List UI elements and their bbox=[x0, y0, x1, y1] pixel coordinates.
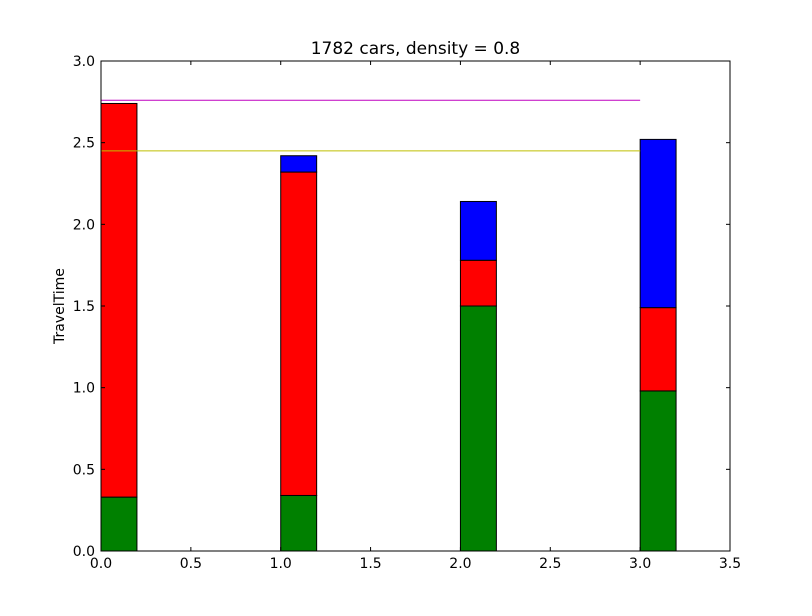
plot-area bbox=[101, 61, 730, 551]
y-axis: 0.0 0.5 1.0 1.5 2.0 2.5 3.0 bbox=[73, 54, 730, 560]
y-tick-label: 1.0 bbox=[73, 381, 95, 397]
bar-segment bbox=[100, 102, 138, 498]
x-tick-label: 1.5 bbox=[359, 556, 381, 572]
reference-lines-group bbox=[101, 99, 641, 152]
bar-segment bbox=[280, 494, 318, 552]
y-tick-label: 1.5 bbox=[73, 299, 95, 315]
chart-title: 1782 cars, density = 0.8 bbox=[311, 39, 521, 59]
bar-segment bbox=[639, 307, 677, 392]
y-tick-label: 2.0 bbox=[73, 217, 95, 233]
bar-segment bbox=[639, 390, 677, 552]
y-tick-label: 0.5 bbox=[73, 462, 95, 478]
y-tick-label: 0.0 bbox=[73, 544, 95, 560]
x-tick-label: 3.5 bbox=[719, 556, 741, 572]
bar-segment bbox=[280, 155, 318, 173]
bar-segment bbox=[100, 496, 138, 552]
x-axis: 0.0 0.5 1.0 1.5 2.0 2.5 3.0 3.5 bbox=[90, 61, 741, 572]
x-tick-label: 2.0 bbox=[449, 556, 471, 572]
bar-segment bbox=[280, 171, 318, 496]
x-tick-label: 0.0 bbox=[90, 556, 112, 572]
y-tick-label: 2.5 bbox=[73, 136, 95, 152]
x-tick-label: 3.0 bbox=[629, 556, 651, 572]
y-axis-label: TravelTime bbox=[52, 268, 68, 345]
x-tick-label: 1.0 bbox=[270, 556, 292, 572]
bars-group bbox=[100, 102, 677, 552]
bar-segment bbox=[459, 200, 497, 261]
y-tick-label: 3.0 bbox=[73, 54, 95, 70]
x-tick-label: 0.5 bbox=[180, 556, 202, 572]
x-tick-label: 2.5 bbox=[539, 556, 561, 572]
bar-segment bbox=[639, 138, 677, 309]
bar-segment bbox=[459, 305, 497, 552]
bar-segment bbox=[459, 259, 497, 307]
